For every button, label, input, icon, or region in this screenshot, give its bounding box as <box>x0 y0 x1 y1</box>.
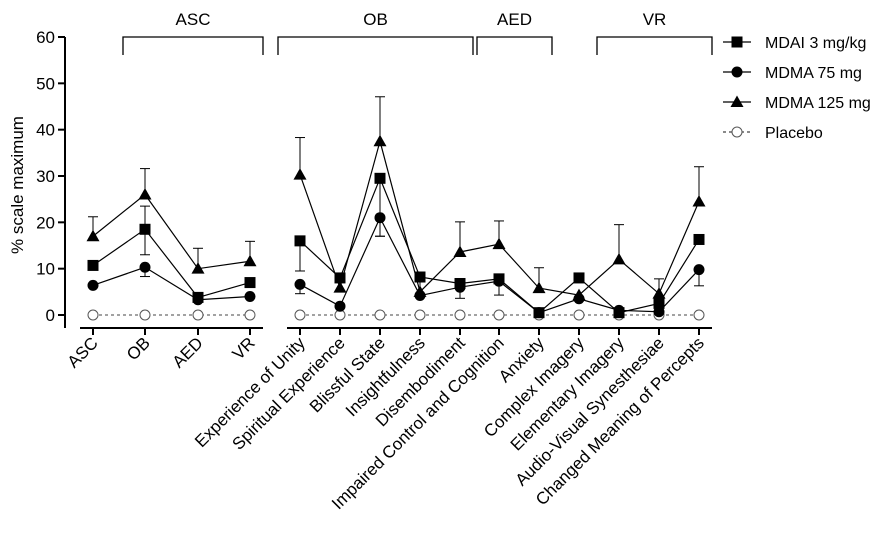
data-point-placebo <box>454 309 466 321</box>
data-point-mdma-125-mg <box>532 281 546 294</box>
y-axis-label: % scale maximum <box>8 116 27 254</box>
y-tick-label: 40 <box>36 121 55 140</box>
group-bracket-vr <box>596 36 713 55</box>
data-point-mdai-3-mg-kg <box>294 235 306 247</box>
group-bracket-asc <box>122 36 264 55</box>
y-tick-label: 20 <box>36 213 55 232</box>
series-layer <box>86 96 706 321</box>
series-line-mdma-125-mg <box>299 138 700 296</box>
data-point-mdma-125-mg <box>86 229 100 242</box>
x-tick-label-aed: AED <box>169 333 207 371</box>
legend-marker <box>731 36 743 48</box>
data-point-mdai-3-mg-kg <box>533 307 545 319</box>
data-point-mdma-125-mg <box>333 281 347 293</box>
x-tick-label-vr: VR <box>229 333 259 363</box>
data-point-placebo <box>374 309 386 321</box>
y-tick-label: 60 <box>36 28 55 47</box>
y-tick-label: 50 <box>36 74 55 93</box>
legend-label: MDMA 75 mg <box>765 65 862 82</box>
group-bracket-aed <box>476 36 553 55</box>
series-line-mdma-75-mg <box>92 266 251 301</box>
data-point-mdma-125-mg <box>413 285 427 297</box>
data-point-mdma-125-mg <box>138 188 152 200</box>
legend-label: MDMA 125 mg <box>765 95 871 112</box>
data-point-mdma-75-mg <box>87 279 99 291</box>
data-point-mdma-125-mg <box>453 245 467 257</box>
data-point-mdma-125-mg <box>191 262 205 274</box>
data-point-mdai-3-mg-kg <box>139 223 151 235</box>
data-point-placebo <box>414 309 426 321</box>
group-brackets: ASC OB AED VR <box>122 10 713 55</box>
y-tick-label: 0 <box>46 306 55 325</box>
series-line-mdma-125-mg <box>92 193 251 270</box>
data-point-placebo <box>244 309 256 321</box>
data-point-mdai-3-mg-kg <box>613 307 625 319</box>
data-point-mdai-3-mg-kg <box>693 233 705 245</box>
group-label-vr: VR <box>643 10 667 29</box>
series-mdma-125-mg <box>86 96 706 301</box>
series-mdai-3-mg-kg <box>87 172 705 319</box>
data-point-placebo <box>493 309 505 321</box>
data-point-mdma-125-mg <box>612 252 626 265</box>
data-point-placebo <box>139 309 151 321</box>
data-point-mdai-3-mg-kg <box>334 272 346 284</box>
data-point-mdma-75-mg <box>334 300 346 312</box>
data-point-mdai-3-mg-kg <box>454 277 466 289</box>
x-tick-label-ob: OB <box>123 333 154 364</box>
data-point-mdai-3-mg-kg <box>374 172 386 184</box>
x-tick-label-asc: ASC <box>64 333 102 371</box>
data-point-mdma-125-mg <box>243 254 257 267</box>
data-point-mdma-125-mg <box>293 168 307 180</box>
data-point-placebo <box>573 309 585 321</box>
series-line-mdai-3-mg-kg <box>92 228 251 299</box>
data-point-mdma-75-mg <box>653 306 665 318</box>
y-tick-label: 30 <box>36 167 55 186</box>
data-point-placebo <box>294 309 306 321</box>
legend-marker <box>731 66 743 78</box>
data-point-mdma-125-mg <box>572 288 586 301</box>
legend-item-placebo: Placebo <box>723 125 823 142</box>
legend-marker <box>731 126 743 138</box>
legend: MDAI 3 mg/kg MDMA 75 mg MDMA 125 mg Placebo <box>723 35 871 142</box>
data-point-mdma-125-mg <box>692 194 706 207</box>
y-tick-label: 10 <box>36 260 55 279</box>
data-point-mdai-3-mg-kg <box>653 297 665 309</box>
data-point-mdma-125-mg <box>373 134 387 147</box>
legend-label: MDAI 3 mg/kg <box>765 35 866 52</box>
legend-label: Placebo <box>765 125 823 142</box>
group-label-aed: AED <box>497 10 532 29</box>
group-label-asc: ASC <box>176 10 211 29</box>
data-point-mdma-75-mg <box>244 290 256 302</box>
group-label-ob: OB <box>363 10 388 29</box>
data-point-mdma-75-mg <box>294 278 306 290</box>
legend-item-mdma-125-mg: MDMA 125 mg <box>723 95 871 112</box>
axes: 0 10 20 30 40 50 60 <box>36 28 712 335</box>
data-point-placebo <box>192 309 204 321</box>
data-point-mdma-125-mg <box>492 237 506 250</box>
data-point-mdma-75-mg <box>139 261 151 273</box>
data-point-mdma-125-mg <box>652 287 666 299</box>
data-point-mdai-3-mg-kg <box>493 273 505 285</box>
legend-item-mdai-3-mg-kg: MDAI 3 mg/kg <box>723 35 866 52</box>
data-point-placebo <box>693 309 705 321</box>
data-point-mdai-3-mg-kg <box>573 272 585 284</box>
data-point-mdai-3-mg-kg <box>192 291 204 303</box>
group-bracket-ob <box>277 36 474 55</box>
series-placebo <box>87 309 705 321</box>
data-point-mdai-3-mg-kg <box>244 277 256 289</box>
legend-marker <box>730 95 744 107</box>
data-point-mdai-3-mg-kg <box>87 259 99 271</box>
legend-item-mdma-75-mg: MDMA 75 mg <box>723 65 862 82</box>
data-point-placebo <box>87 309 99 321</box>
data-point-mdma-75-mg <box>693 264 705 276</box>
data-point-mdai-3-mg-kg <box>414 271 426 283</box>
